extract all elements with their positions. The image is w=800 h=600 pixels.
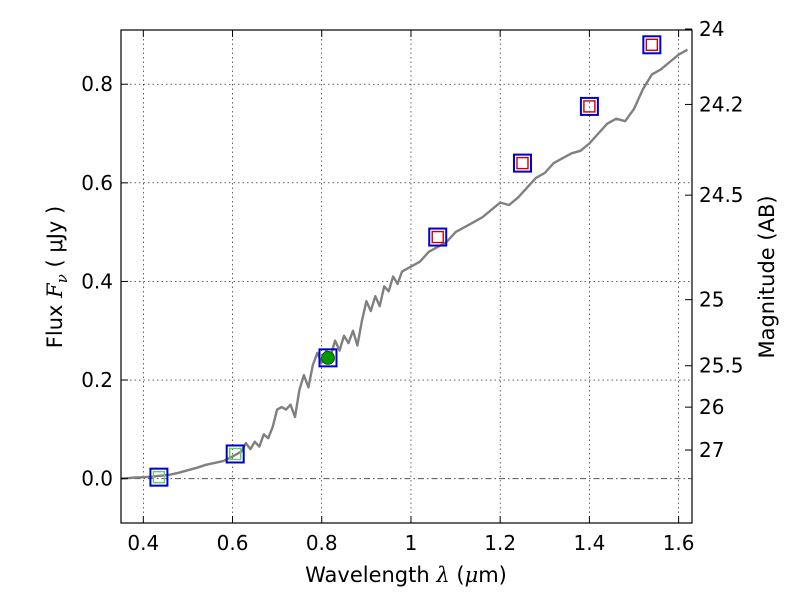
photometry-point-outer: [579, 96, 599, 116]
x-tick-label: 0.4: [127, 531, 159, 555]
y2-tick-label: 25: [699, 288, 724, 312]
tick-layer: 0.4 0.6 0.8 1 1.2 1.4 1.6 0.0 0.2 0.4 0.6 0.8 24 24.2…: [81, 17, 743, 555]
detection-point-filled: [321, 350, 335, 365]
photometry-point-outer: [225, 444, 245, 464]
y-axis-label: Flux Fν ( μJy ): [43, 206, 71, 348]
photometry-point-inner: [152, 470, 166, 484]
grid-layer: [121, 30, 692, 523]
plot-frame: [120, 29, 693, 524]
detection-point-outer: [318, 348, 338, 368]
y2-tick-label: 24: [699, 17, 724, 41]
photometry-point-inner: [583, 100, 596, 113]
x-tick-label: 0.6: [217, 531, 249, 555]
x-axis-label: Wavelength λ (μm): [305, 563, 507, 587]
y2-tick-label: 25.5: [699, 354, 744, 378]
photometry-point-inner: [645, 38, 659, 51]
x-tick-label: 1.4: [573, 531, 605, 555]
x-tick-label: 0.8: [306, 531, 338, 555]
y2-tick-label: 24.2: [699, 92, 744, 116]
photometry-point-outer: [642, 35, 662, 55]
photometry-point-inner: [516, 156, 529, 170]
y2-tick-label: 24.5: [699, 183, 744, 207]
photometry-layer: [149, 35, 662, 487]
y2-axis-label: Magnitude (AB): [755, 195, 779, 358]
y2-tick-label: 27: [699, 438, 724, 462]
x-tick-label: 1.6: [663, 531, 695, 555]
x-tick-label: 1: [405, 531, 418, 555]
x-tick-label: 1.2: [484, 531, 516, 555]
photometry-point-inner: [228, 447, 242, 461]
y2-tick-label: 26: [699, 395, 724, 419]
photometry-point-outer: [428, 227, 448, 247]
photometry-point-outer: [512, 153, 532, 173]
photometry-point-inner: [431, 230, 444, 244]
y-tick-label: 0.8: [81, 72, 113, 96]
y-tick-label: 0.4: [81, 269, 113, 293]
y-tick-label: 0.6: [81, 171, 113, 195]
y-tick-label: 0.2: [81, 368, 113, 392]
y-tick-label: 0.0: [81, 467, 113, 491]
photometry-point-outer: [149, 467, 169, 487]
